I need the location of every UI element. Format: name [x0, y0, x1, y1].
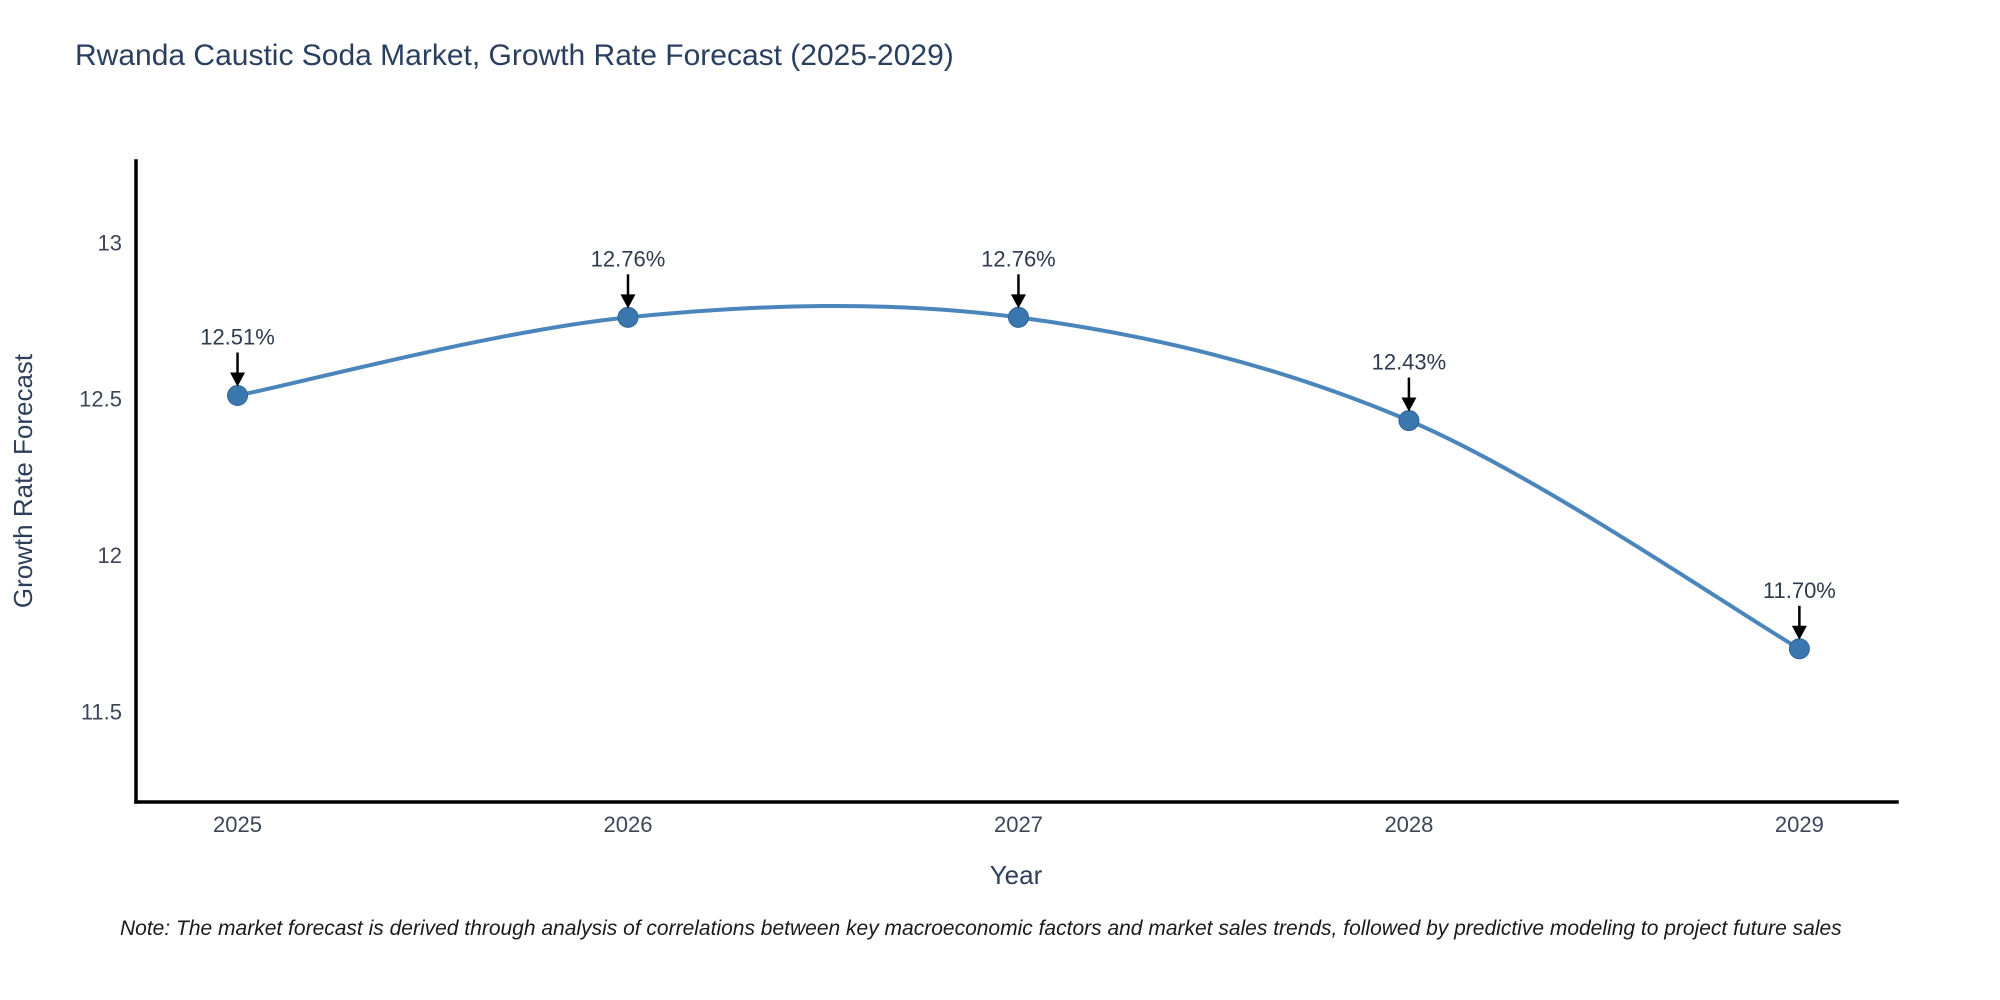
axes	[134, 159, 1899, 804]
x-tick-label: 2026	[604, 812, 653, 837]
annotation-arrowhead-icon	[620, 294, 636, 309]
y-tick-label: 13	[98, 230, 122, 255]
data-points	[227, 306, 1810, 660]
point-annotation-label: 12.51%	[200, 325, 275, 350]
y-tick-labels: 11.5 12 12.5 13	[79, 230, 122, 724]
x-tick-label: 2029	[1775, 812, 1824, 837]
x-tick-label: 2028	[1384, 812, 1433, 837]
x-tick-label: 2027	[994, 812, 1043, 837]
data-point-marker	[1398, 410, 1420, 432]
y-tick-label: 12	[98, 543, 122, 568]
data-point-marker	[227, 385, 249, 407]
point-annotation: 12.43%	[1372, 350, 1447, 412]
point-annotation-label: 11.70%	[1763, 578, 1836, 603]
footnote: Note: The market forecast is derived thr…	[120, 917, 1842, 940]
y-tick-label: 12.5	[79, 387, 122, 412]
point-annotation: 12.51%	[200, 325, 275, 387]
x-axis-title: Year	[990, 860, 1043, 890]
x-tick-label: 2025	[213, 812, 262, 837]
point-annotation-label: 12.76%	[591, 246, 666, 271]
annotation-arrowhead-icon	[230, 372, 246, 387]
annotation-arrowhead-icon	[1401, 397, 1417, 412]
data-point-marker	[1788, 638, 1810, 660]
point-annotation-label: 12.76%	[981, 246, 1056, 271]
data-point-marker	[617, 306, 639, 328]
point-annotation: 12.76%	[981, 246, 1056, 309]
data-point-marker	[1007, 306, 1029, 328]
x-tick-labels: 2025 2026 2027 2028 2029	[213, 812, 1824, 837]
annotation-arrowhead-icon	[1791, 625, 1807, 640]
y-axis-title: Growth Rate Forecast	[8, 353, 38, 608]
point-annotation: 12.76%	[591, 246, 666, 309]
point-annotation-label: 12.43%	[1372, 350, 1447, 375]
y-tick-label: 11.5	[81, 699, 122, 724]
annotation-arrowhead-icon	[1010, 294, 1026, 309]
chart-title: Rwanda Caustic Soda Market, Growth Rate …	[75, 39, 954, 72]
point-annotation: 11.70%	[1763, 578, 1836, 640]
series-line	[235, 303, 1802, 651]
point-annotations: 12.51% 12.76% 12.76% 12.43% 11.70%	[200, 246, 1836, 640]
